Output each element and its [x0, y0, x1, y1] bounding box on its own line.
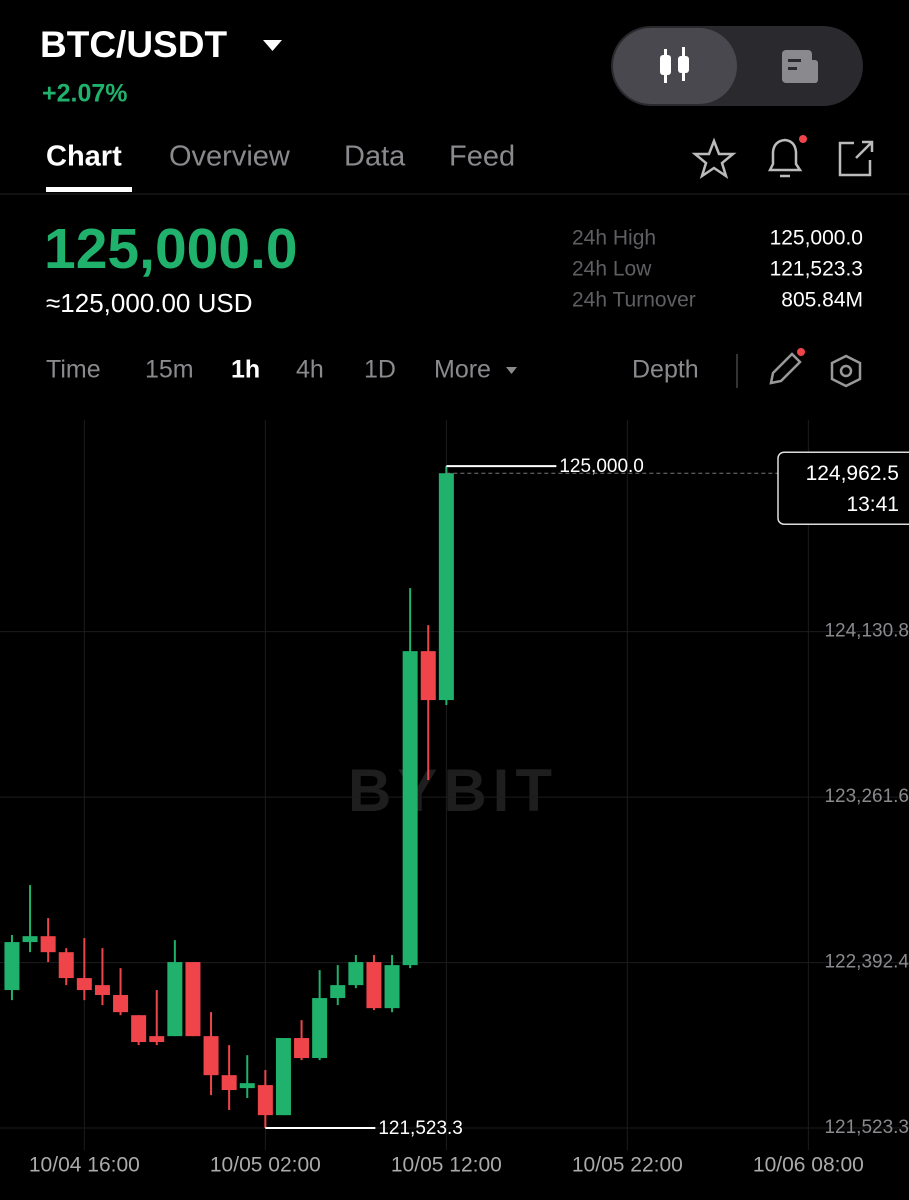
stat-value: 805.84M	[781, 289, 863, 312]
stat-label: 24h Low	[572, 258, 652, 281]
stat-label: 24h Turnover	[572, 289, 696, 312]
tab[interactable]: Feed	[449, 141, 515, 173]
tab[interactable]: Overview	[169, 141, 291, 173]
favorite[interactable]	[691, 137, 737, 179]
y-tick-label: 122,392.4	[824, 952, 909, 973]
countdown: 13:41	[846, 493, 899, 516]
share[interactable]	[838, 140, 874, 177]
marker-label: 125,000.0	[559, 456, 644, 477]
pair-dropdown[interactable]	[263, 40, 282, 51]
candle-body	[94, 985, 110, 996]
stat-value: 125,000.0	[770, 227, 863, 250]
interval[interactable]: 15m	[145, 356, 194, 384]
x-tick-label: 10/05 02:00	[210, 1154, 321, 1177]
x-tick-label: 10/05 22:00	[572, 1154, 683, 1177]
candle-body	[4, 942, 20, 991]
x-tick-label: 10/06 08:00	[753, 1154, 864, 1177]
candle-body	[275, 1038, 291, 1116]
candle-body	[221, 1075, 237, 1091]
candle-body	[312, 998, 328, 1059]
watermark: BYBIT	[348, 757, 558, 824]
interval[interactable]: 1D	[364, 356, 396, 384]
candle-body	[239, 1083, 255, 1089]
alert[interactable]	[767, 138, 803, 178]
y-tick-label: 123,261.6	[824, 786, 909, 807]
candle-body	[167, 962, 183, 1037]
depth[interactable]: Depth	[632, 356, 699, 384]
candle-body	[438, 473, 454, 701]
last-price: 124,962.5	[806, 462, 899, 485]
last-price-box[interactable]	[777, 451, 909, 525]
price-usd: ≈125,000.00 USD	[46, 288, 253, 318]
draw-tool[interactable]	[769, 352, 802, 385]
y-tick-label: 124,130.8	[824, 621, 909, 642]
info-view[interactable]	[782, 50, 818, 83]
chart: BYBIT 10/04 16:00 10/05 02:00 10/05 12:00 10…	[0, 420, 909, 1177]
candle-body	[348, 962, 364, 986]
candle-body	[22, 936, 38, 943]
stat-value: 121,523.3	[770, 258, 863, 281]
candle-body	[113, 995, 129, 1013]
candle-body	[185, 962, 201, 1037]
pair[interactable]: BTC/USDT	[40, 24, 227, 65]
candle-body	[366, 962, 382, 1009]
settings[interactable]	[830, 354, 862, 388]
marker-label: 121,523.3	[378, 1118, 463, 1139]
tab[interactable]: Chart	[46, 141, 122, 173]
candle-body	[384, 965, 400, 1009]
candle-view[interactable]	[613, 28, 737, 104]
candle-icon	[660, 47, 689, 83]
interval[interactable]: More	[434, 356, 491, 384]
draw-dot	[797, 348, 805, 356]
candle-body	[257, 1085, 273, 1116]
candle-body	[203, 1036, 219, 1076]
candle-body	[149, 1036, 165, 1043]
interval[interactable]: Time	[46, 356, 101, 384]
tab-underline	[46, 187, 132, 192]
stat-label: 24h High	[572, 227, 656, 250]
candle-body	[76, 978, 92, 991]
x-tick-label: 10/05 12:00	[391, 1154, 502, 1177]
price: 125,000.0	[44, 217, 298, 281]
alert-dot	[799, 135, 807, 143]
change: +2.07%	[42, 80, 128, 108]
candle-body	[40, 936, 56, 953]
candle-body	[402, 651, 418, 966]
candle-body	[58, 952, 74, 979]
candle-body	[131, 1015, 147, 1043]
candle-body	[294, 1038, 310, 1059]
candle-body	[420, 651, 436, 701]
interval[interactable]: 4h	[296, 356, 324, 384]
candle-body	[330, 985, 346, 999]
x-tick-label: 10/04 16:00	[29, 1154, 140, 1177]
more-arrow	[506, 367, 517, 374]
tab[interactable]: Data	[344, 141, 406, 173]
y-tick-label: 121,523.3	[824, 1117, 909, 1138]
interval[interactable]: 1h	[231, 356, 260, 384]
